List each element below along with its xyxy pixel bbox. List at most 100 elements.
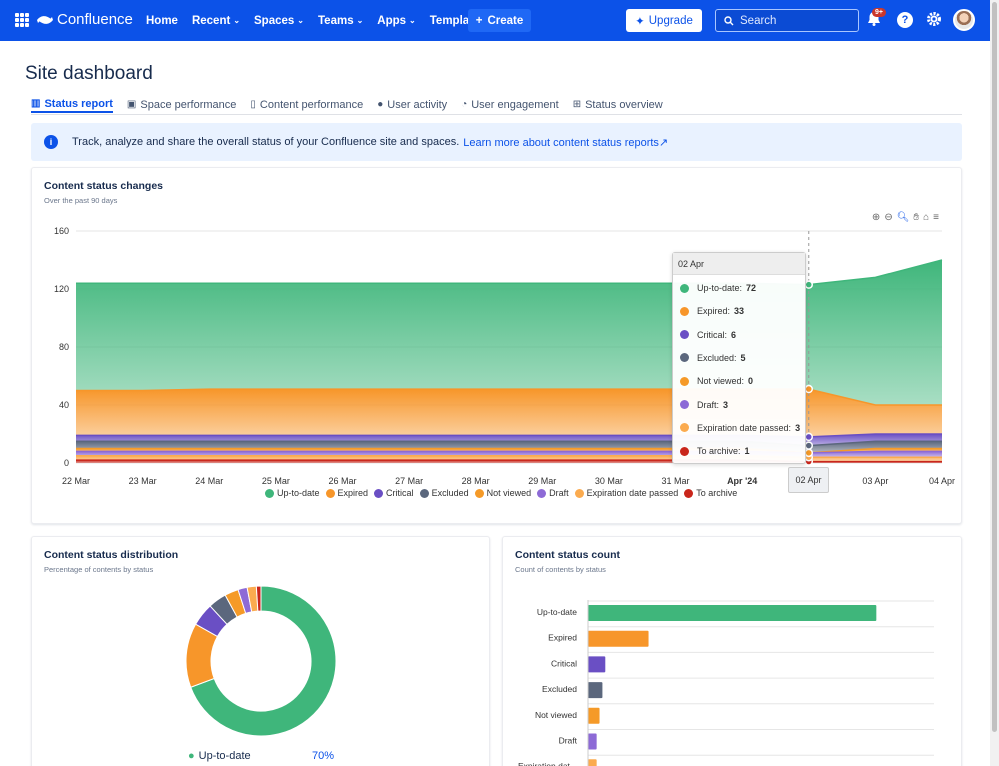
settings-gear-icon[interactable] — [925, 10, 943, 28]
tooltip-row: Up-to-date: 72 — [680, 283, 756, 293]
count-bar-chart: Up-to-date Expired Critical Excluded Not vie… — [518, 600, 934, 766]
zoom-out-icon[interactable]: ⊖ — [884, 212, 893, 223]
app-switcher-icon[interactable] — [15, 13, 29, 27]
zoom-select-icon[interactable]: 🔍︎ — [896, 212, 910, 223]
distribution-subtitle: Percentage of contents by status — [44, 565, 154, 574]
tooltip-label: Critical: 6 — [697, 329, 737, 340]
legend-item-excluded[interactable]: Excluded — [419, 488, 469, 498]
legend-item-up-to-date[interactable]: Up-to-date — [265, 488, 320, 498]
tab-status-report[interactable]: ▥ Status report — [31, 96, 113, 113]
legend-item-critical[interactable]: Critical — [374, 488, 414, 498]
bar-up-to-date — [588, 605, 877, 621]
nav-item-home[interactable]: Home — [146, 15, 178, 27]
tab-user-engagement[interactable]: ◔ User engagement — [461, 96, 559, 113]
nav-item-label: Apps — [377, 14, 407, 27]
bar-expired — [588, 630, 649, 647]
zoom-in-icon[interactable]: ⊕ — [871, 212, 881, 223]
user-avatar[interactable] — [953, 9, 975, 31]
confluence-logo[interactable]: Confluence — [37, 11, 133, 28]
tab-content-performance[interactable]: ▯ Content performance — [250, 96, 363, 113]
tooltip-row: Critical: 6 — [680, 330, 736, 340]
tooltip-label: Excluded: 5 — [697, 352, 746, 363]
confluence-icon — [37, 15, 53, 24]
tooltip-value: 3 — [795, 422, 801, 433]
product-name: Confluence — [57, 11, 133, 28]
status-changes-title: Content status changes — [44, 180, 164, 192]
legend-item-expired[interactable]: Expired — [325, 488, 369, 498]
upgrade-label: Upgrade — [648, 14, 693, 27]
bar-excluded — [588, 682, 603, 699]
legend-dot-icon — [474, 488, 484, 498]
distribution-legend-pct: 70% — [311, 750, 334, 762]
tab-space-performance[interactable]: ▣ Space performance — [127, 96, 236, 113]
tooltip-row: Expired: 33 — [680, 306, 744, 316]
external-link-icon: ↗ — [658, 136, 669, 149]
learn-more-link[interactable]: Learn more about content status reports↗ — [463, 136, 668, 149]
tooltip-value: 0 — [748, 376, 754, 387]
tab-status-overview[interactable]: ⊞ Status overview — [573, 96, 663, 113]
pan-icon[interactable]: ✋︎ — [913, 212, 920, 223]
legend-dot-icon — [684, 488, 694, 498]
upgrade-button[interactable]: ✦ Upgrade — [626, 9, 702, 32]
legend-label: Expiration date passed — [586, 488, 679, 498]
tooltip-value: 5 — [740, 352, 746, 363]
create-label: Create — [487, 14, 524, 27]
space-icon: ▣ — [126, 99, 137, 110]
chart-tooltip: 02 Apr Up-to-date: 72 Expired: 33 Critical: 6… — [672, 252, 806, 464]
legend-dot-icon — [680, 446, 689, 456]
search-input[interactable]: Search — [715, 9, 859, 32]
legend-item-draft[interactable]: Draft — [537, 488, 569, 498]
legend-item-not-viewed[interactable]: Not viewed — [474, 488, 531, 498]
tooltip-row: To archive: 1 — [680, 446, 750, 456]
distribution-legend-item[interactable]: ● Up-to-date 70% — [188, 750, 334, 762]
tooltip-row: Expiration date passed: 3 — [680, 423, 800, 433]
selected-x-label: 02 Apr — [788, 467, 829, 493]
tab-label: User engagement — [471, 98, 559, 111]
distribution-title: Content status distribution — [44, 549, 179, 561]
legend-item-to-archive[interactable]: To archive — [684, 488, 737, 498]
nav-item-apps[interactable]: Apps ⌄ — [377, 15, 415, 27]
chevron-down-icon: ⌄ — [297, 16, 304, 25]
reset-home-icon[interactable]: ⌂ — [923, 212, 930, 223]
tooltip-row: Excluded: 5 — [680, 353, 746, 363]
legend-dot-icon — [680, 330, 689, 340]
nav-item-spaces[interactable]: Spaces ⌄ — [254, 15, 304, 27]
distribution-donut-chart — [185, 585, 337, 737]
legend-dot-icon — [680, 400, 689, 409]
page-scrollbar[interactable] — [990, 0, 999, 766]
bar-category-label: Up-to-date — [537, 607, 577, 617]
nav-item-teams[interactable]: Teams ⌄ — [318, 15, 363, 27]
tab-label: Space performance — [140, 98, 237, 111]
tooltip-label: Draft: 3 — [697, 399, 729, 410]
tab-user-activity[interactable]: ● User activity — [377, 96, 447, 113]
status-changes-subtitle: Over the past 90 days — [44, 196, 118, 205]
chart-toolbar: ⊕ ⊖ 🔍︎ ✋︎ ⌂ ≡ — [872, 212, 939, 223]
info-banner: i Track, analyze and share the overall s… — [31, 123, 962, 161]
main-nav: Home Recent ⌄ Spaces ⌄ Teams ⌄ Apps ⌄ Templates — [146, 0, 500, 41]
legend-item-expiration-date-passed[interactable]: Expiration date passed — [574, 488, 679, 498]
legend-label: To archive — [696, 488, 738, 498]
table-icon: ⊞ — [572, 99, 582, 110]
legend-label: Draft — [549, 488, 569, 498]
slice-up-to-date — [190, 585, 337, 737]
scrollbar-thumb[interactable] — [992, 2, 997, 732]
distribution-legend-label: Up-to-date — [198, 750, 251, 762]
bar-category-label: Draft — [559, 736, 578, 746]
legend-dot-icon — [680, 423, 689, 433]
menu-icon[interactable]: ≡ — [933, 212, 939, 223]
nav-item-label: Teams — [318, 14, 354, 27]
help-icon[interactable]: ? — [897, 12, 913, 28]
slice-to-archive — [255, 585, 262, 612]
gauge-icon: ◔ — [461, 99, 468, 110]
tooltip-row: Draft: 3 — [680, 400, 728, 410]
create-button[interactable]: + Create — [468, 9, 531, 32]
nav-item-recent[interactable]: Recent ⌄ — [192, 15, 240, 27]
tooltip-value: 72 — [746, 283, 757, 293]
nav-item-label: Home — [146, 14, 178, 27]
tooltip-value: 1 — [744, 446, 750, 457]
bar-category-label: Expired — [548, 633, 577, 643]
count-card: Content status count Count of contents b… — [502, 536, 962, 766]
legend-label: Expired — [337, 488, 369, 498]
bar-chart-icon: ▥ — [31, 98, 41, 109]
legend-dot-icon — [680, 353, 689, 363]
